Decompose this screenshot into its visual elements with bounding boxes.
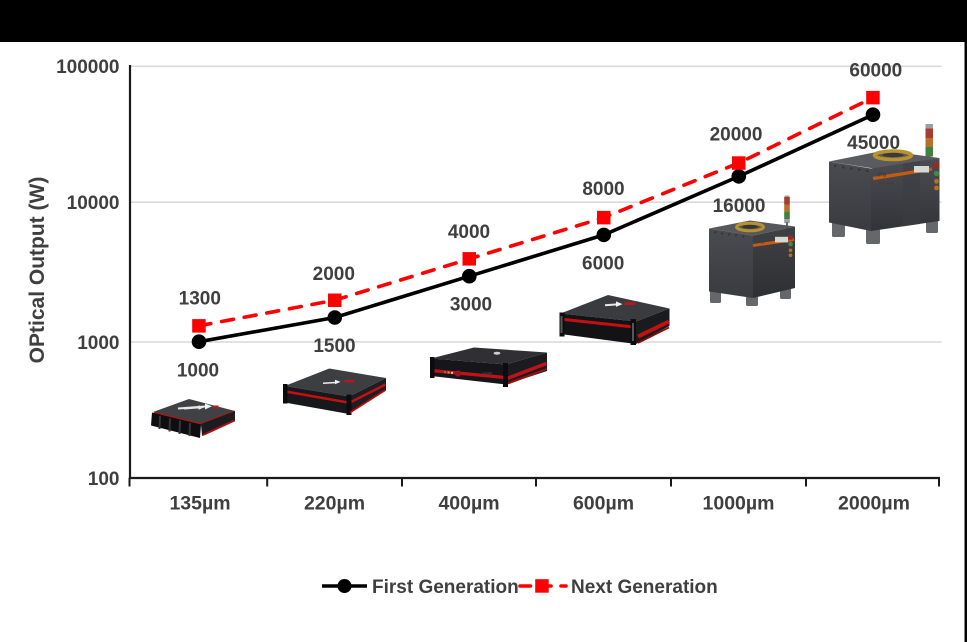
svg-text:2000: 2000 [313, 264, 355, 285]
svg-text:10000: 10000 [67, 193, 120, 214]
svg-text:4000: 4000 [448, 222, 490, 243]
svg-text:60000: 60000 [849, 60, 902, 81]
svg-text:1000: 1000 [177, 360, 219, 381]
svg-text:45000: 45000 [847, 133, 900, 154]
svg-text:2000µm: 2000µm [838, 493, 910, 515]
svg-text:1500: 1500 [313, 336, 355, 357]
svg-text:6000: 6000 [582, 253, 624, 274]
svg-text:IPG: IPG [878, 173, 887, 179]
svg-text:16000: 16000 [713, 196, 766, 217]
svg-text:1300: 1300 [179, 288, 221, 309]
svg-text:220µm: 220µm [304, 493, 365, 515]
svg-text:First Generation: First Generation [372, 577, 519, 598]
svg-text:YLS 2000: YLS 2000 [878, 181, 894, 185]
svg-text:Next Generation: Next Generation [571, 577, 718, 598]
svg-text:8000: 8000 [582, 179, 624, 200]
svg-text:20000: 20000 [710, 125, 763, 146]
svg-text:100: 100 [88, 469, 120, 490]
svg-text:AMB: AMB [482, 371, 493, 376]
svg-text:100000: 100000 [56, 57, 119, 78]
svg-text:135µm: 135µm [169, 493, 230, 515]
svg-text:1000µm: 1000µm [703, 493, 775, 515]
svg-text:400µm: 400µm [438, 493, 499, 515]
svg-text:IPG: IPG [756, 240, 764, 245]
svg-text:1000: 1000 [77, 333, 119, 354]
svg-text:3000: 3000 [450, 295, 492, 316]
svg-text:AMB: AMB [612, 312, 624, 318]
svg-text:600µm: 600µm [573, 493, 634, 515]
svg-text:OPtical Output (W): OPtical Output (W) [26, 177, 49, 364]
